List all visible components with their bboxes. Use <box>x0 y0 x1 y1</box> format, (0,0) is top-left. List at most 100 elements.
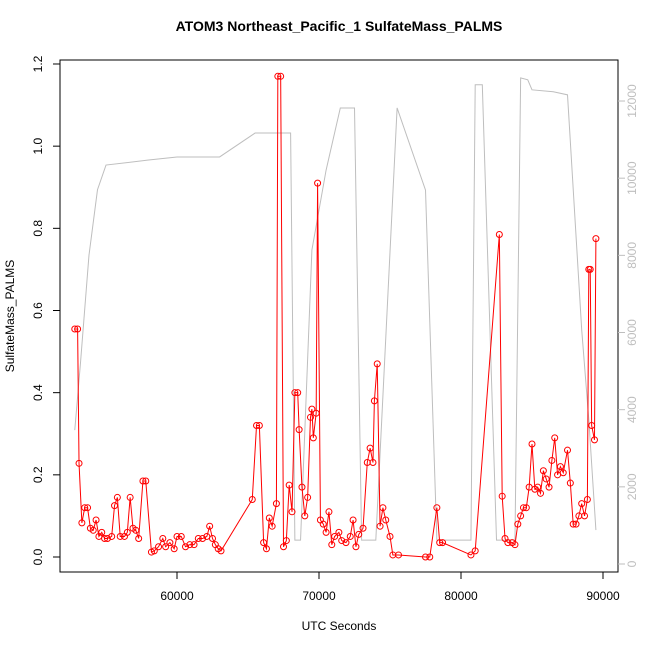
data-point <box>186 541 194 549</box>
x-tick-label: 60000 <box>160 589 194 603</box>
data-point <box>274 72 282 80</box>
data-point <box>335 528 343 536</box>
data-point <box>304 493 312 501</box>
data-point <box>355 530 363 538</box>
data-point <box>123 528 131 536</box>
data-point <box>142 477 150 485</box>
data-point <box>139 477 147 485</box>
data-point <box>395 551 403 559</box>
data-point <box>359 524 367 532</box>
data-point <box>551 434 559 442</box>
data-point <box>84 504 92 512</box>
data-point <box>162 543 170 551</box>
y2-tick-label: 4000 <box>625 396 639 423</box>
data-point <box>268 522 276 530</box>
data-point <box>173 532 181 540</box>
data-point <box>301 512 309 520</box>
y-tick-label: 0.8 <box>31 220 45 237</box>
data-point <box>265 514 273 522</box>
data-point <box>422 553 430 561</box>
data-point <box>294 389 302 397</box>
data-point <box>182 543 190 551</box>
data-point <box>170 545 178 553</box>
data-point <box>255 422 263 430</box>
data-point <box>559 469 567 477</box>
data-point <box>308 405 316 413</box>
y2-tick-label: 10000 <box>625 161 639 195</box>
data-point <box>116 532 124 540</box>
x-tick-label: 80000 <box>444 589 478 603</box>
data-point <box>312 409 320 417</box>
y2-tick-label: 2000 <box>625 473 639 500</box>
data-point <box>217 547 225 555</box>
y-tick-label: 0.0 <box>31 548 45 565</box>
data-point <box>590 436 598 444</box>
data-point <box>537 489 545 497</box>
data-point <box>517 512 525 520</box>
y2-tick-label: 8000 <box>625 242 639 269</box>
data-point <box>253 422 261 430</box>
data-point <box>366 444 374 452</box>
data-point <box>564 446 572 454</box>
data-point <box>132 526 140 534</box>
data-point <box>309 434 317 442</box>
data-point <box>272 500 280 508</box>
data-point <box>92 516 100 524</box>
data-point <box>592 235 600 243</box>
data-point <box>338 537 346 545</box>
data-point <box>504 539 512 547</box>
data-point <box>74 325 82 333</box>
data-point <box>588 422 596 430</box>
data-point <box>81 504 89 512</box>
data-point <box>280 543 288 551</box>
data-point <box>325 508 333 516</box>
data-point <box>522 504 530 512</box>
data-point <box>581 512 589 520</box>
data-point <box>98 528 106 536</box>
data-point <box>542 475 550 483</box>
data-point <box>260 539 268 547</box>
x-tick-label: 90000 <box>586 589 620 603</box>
data-point <box>262 545 270 553</box>
data-point <box>545 483 553 491</box>
data-point <box>583 495 591 503</box>
data-point <box>376 522 384 530</box>
y-tick-label: 0.4 <box>31 384 45 401</box>
data-point <box>89 526 97 534</box>
data-point <box>471 547 479 555</box>
data-point <box>103 535 111 543</box>
data-point <box>519 504 527 512</box>
data-point <box>352 543 360 551</box>
data-point <box>426 553 434 561</box>
data-point <box>548 456 556 464</box>
data-point <box>291 389 299 397</box>
data-point <box>369 459 377 467</box>
data-point <box>467 551 475 559</box>
data-point <box>199 535 207 543</box>
data-point <box>78 519 86 527</box>
data-point <box>382 516 390 524</box>
data-point <box>71 325 79 333</box>
data-point <box>155 543 163 551</box>
data-point <box>572 520 580 528</box>
chart-title: ATOM3 Northeast_Pacific_1 SulfateMass_PA… <box>176 18 503 34</box>
data-point <box>288 508 296 516</box>
y2-tick-label: 12000 <box>625 84 639 118</box>
data-point <box>386 532 394 540</box>
data-point <box>282 537 290 545</box>
y2-tick-label: 6000 <box>625 319 639 346</box>
data-point <box>177 532 185 540</box>
data-point <box>108 532 116 540</box>
data-point <box>328 541 336 549</box>
data-point <box>295 426 303 434</box>
data-point <box>556 463 564 471</box>
y-axis-title: SulfateMass_PALMS <box>3 260 17 373</box>
series-line <box>74 77 597 541</box>
data-point <box>586 265 594 273</box>
y-tick-label: 1.0 <box>31 137 45 154</box>
data-point <box>436 539 444 547</box>
data-point <box>306 413 314 421</box>
data-point <box>539 467 547 475</box>
data-point <box>370 397 378 405</box>
y-tick-label: 0.2 <box>31 466 45 483</box>
